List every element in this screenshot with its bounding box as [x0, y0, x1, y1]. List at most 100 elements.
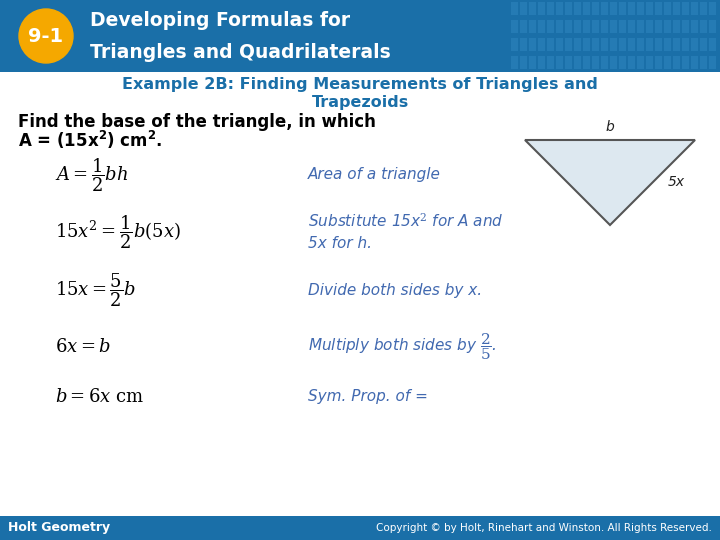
Bar — [511, 56, 518, 69]
Bar — [592, 38, 599, 51]
Text: Sym. Prop. of =: Sym. Prop. of = — [308, 389, 428, 404]
Bar — [700, 2, 707, 15]
Bar — [601, 20, 608, 33]
Circle shape — [19, 9, 73, 63]
Bar — [556, 20, 563, 33]
Bar — [637, 2, 644, 15]
Bar — [637, 38, 644, 51]
Bar — [610, 56, 617, 69]
Bar — [583, 38, 590, 51]
Bar — [646, 2, 653, 15]
Bar — [565, 20, 572, 33]
Bar — [547, 56, 554, 69]
Bar — [628, 20, 635, 33]
Bar — [664, 56, 671, 69]
Bar — [709, 56, 716, 69]
Bar — [646, 20, 653, 33]
Bar — [682, 38, 689, 51]
Bar — [529, 56, 536, 69]
Bar — [709, 20, 716, 33]
Bar — [520, 38, 527, 51]
Bar — [520, 20, 527, 33]
Bar — [682, 20, 689, 33]
Polygon shape — [525, 140, 695, 225]
Bar — [574, 56, 581, 69]
Bar — [700, 20, 707, 33]
Text: 9-1: 9-1 — [28, 26, 63, 45]
Text: Holt Geometry: Holt Geometry — [8, 522, 110, 535]
Text: $6x = b$: $6x = b$ — [55, 338, 111, 356]
Bar — [601, 56, 608, 69]
Bar — [538, 2, 545, 15]
Bar — [691, 2, 698, 15]
Bar — [610, 2, 617, 15]
Bar — [619, 56, 626, 69]
Bar — [511, 38, 518, 51]
Text: 5x for h.: 5x for h. — [308, 235, 372, 251]
Bar — [529, 38, 536, 51]
Bar — [610, 20, 617, 33]
Text: 5x: 5x — [668, 175, 685, 189]
Bar — [583, 56, 590, 69]
Bar — [646, 38, 653, 51]
Bar — [610, 38, 617, 51]
Bar — [637, 56, 644, 69]
Text: Divide both sides by x.: Divide both sides by x. — [308, 282, 482, 298]
Bar — [655, 20, 662, 33]
Bar — [700, 38, 707, 51]
Bar — [592, 2, 599, 15]
Bar — [0, 0, 720, 72]
Bar — [583, 20, 590, 33]
Bar — [520, 2, 527, 15]
Bar — [538, 56, 545, 69]
Bar — [574, 2, 581, 15]
Bar — [520, 56, 527, 69]
Bar — [565, 2, 572, 15]
Bar — [691, 56, 698, 69]
Bar — [556, 56, 563, 69]
Bar — [673, 20, 680, 33]
Text: Developing Formulas for: Developing Formulas for — [90, 10, 350, 30]
Bar — [601, 2, 608, 15]
Bar — [646, 56, 653, 69]
Text: $15x^2 = \dfrac{1}{2}b(5x)$: $15x^2 = \dfrac{1}{2}b(5x)$ — [55, 213, 181, 251]
Bar — [664, 20, 671, 33]
Bar — [0, 516, 720, 540]
Bar — [628, 56, 635, 69]
Bar — [682, 2, 689, 15]
Bar — [637, 20, 644, 33]
Bar — [682, 56, 689, 69]
Text: $\mathbf{A}$ = (15$\mathbf{x}^{\mathbf{2}}$) cm$^{\mathbf{2}}$.: $\mathbf{A}$ = (15$\mathbf{x}^{\mathbf{2… — [18, 129, 163, 151]
Bar — [700, 56, 707, 69]
Text: Copyright © by Holt, Rinehart and Winston. All Rights Reserved.: Copyright © by Holt, Rinehart and Winsto… — [376, 523, 712, 533]
Bar — [664, 38, 671, 51]
Bar — [655, 38, 662, 51]
Text: Substitute 15x$^2$ for A and: Substitute 15x$^2$ for A and — [308, 212, 503, 230]
Bar — [511, 2, 518, 15]
Bar — [511, 20, 518, 33]
Bar — [619, 2, 626, 15]
Bar — [628, 38, 635, 51]
Text: Find the base of the triangle, in which: Find the base of the triangle, in which — [18, 113, 376, 131]
Bar — [592, 56, 599, 69]
Text: Multiply both sides by $\dfrac{2}{5}$.: Multiply both sides by $\dfrac{2}{5}$. — [308, 332, 497, 362]
Bar — [556, 38, 563, 51]
Bar — [547, 2, 554, 15]
Bar — [565, 56, 572, 69]
Bar — [592, 20, 599, 33]
Bar — [655, 56, 662, 69]
Bar — [691, 38, 698, 51]
Bar — [538, 38, 545, 51]
Bar — [709, 2, 716, 15]
Bar — [664, 2, 671, 15]
Bar — [574, 20, 581, 33]
Text: Trapezoids: Trapezoids — [311, 94, 409, 110]
Text: Triangles and Quadrilaterals: Triangles and Quadrilaterals — [90, 43, 391, 62]
Bar — [556, 2, 563, 15]
Bar — [655, 2, 662, 15]
Text: $A = \dfrac{1}{2}bh$: $A = \dfrac{1}{2}bh$ — [55, 156, 128, 194]
Bar — [709, 38, 716, 51]
Bar — [601, 38, 608, 51]
Bar — [673, 2, 680, 15]
Text: b: b — [606, 120, 614, 134]
